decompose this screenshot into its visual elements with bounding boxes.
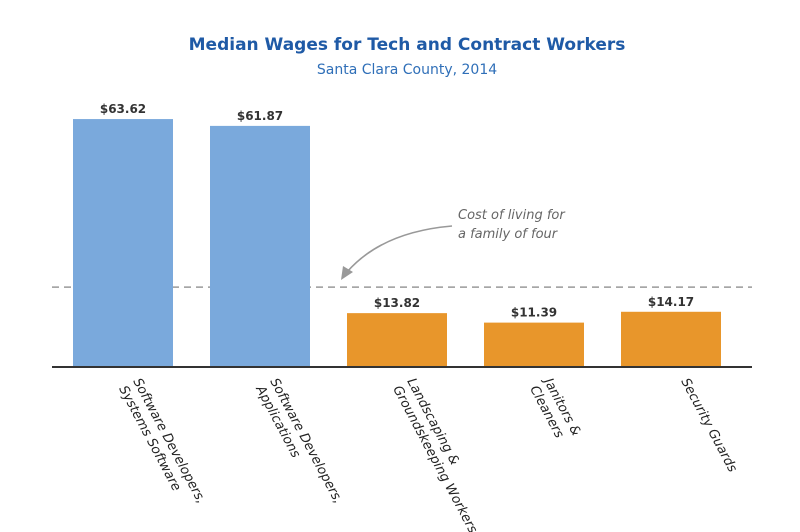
chart-title: Median Wages for Tech and Contract Worke… bbox=[189, 35, 626, 55]
category-label-2: Landscaping &Groundskeeping Workers bbox=[389, 376, 494, 532]
value-label-0: $63.62 bbox=[100, 102, 146, 116]
category-label-0: Software Developers,Systems Software bbox=[115, 376, 208, 514]
category-label-3: Janitors &Cleaners bbox=[525, 373, 583, 446]
bar-4 bbox=[621, 311, 721, 367]
bars-group: $63.62 Software Developers,Systems Softwa… bbox=[73, 102, 740, 532]
category-label-4: Security Guards bbox=[677, 376, 739, 475]
bar-2 bbox=[347, 313, 447, 367]
value-label-1: $61.87 bbox=[237, 109, 283, 123]
value-label-2: $13.82 bbox=[374, 296, 420, 310]
cost-of-living-annotation: Cost of living for a family of four bbox=[458, 208, 566, 242]
chart-subtitle: Santa Clara County, 2014 bbox=[317, 62, 497, 78]
annotation-arrowhead bbox=[341, 266, 353, 280]
bar-0 bbox=[73, 119, 173, 367]
annotation-arrow bbox=[346, 225, 453, 273]
value-label-3: $11.39 bbox=[511, 306, 557, 320]
annotation-group: Cost of living for a family of four bbox=[341, 208, 566, 280]
bar-3 bbox=[484, 322, 584, 367]
category-label-1: Software Developers,Applications bbox=[252, 375, 345, 514]
bar-1 bbox=[210, 125, 310, 367]
value-label-4: $14.17 bbox=[648, 295, 694, 309]
